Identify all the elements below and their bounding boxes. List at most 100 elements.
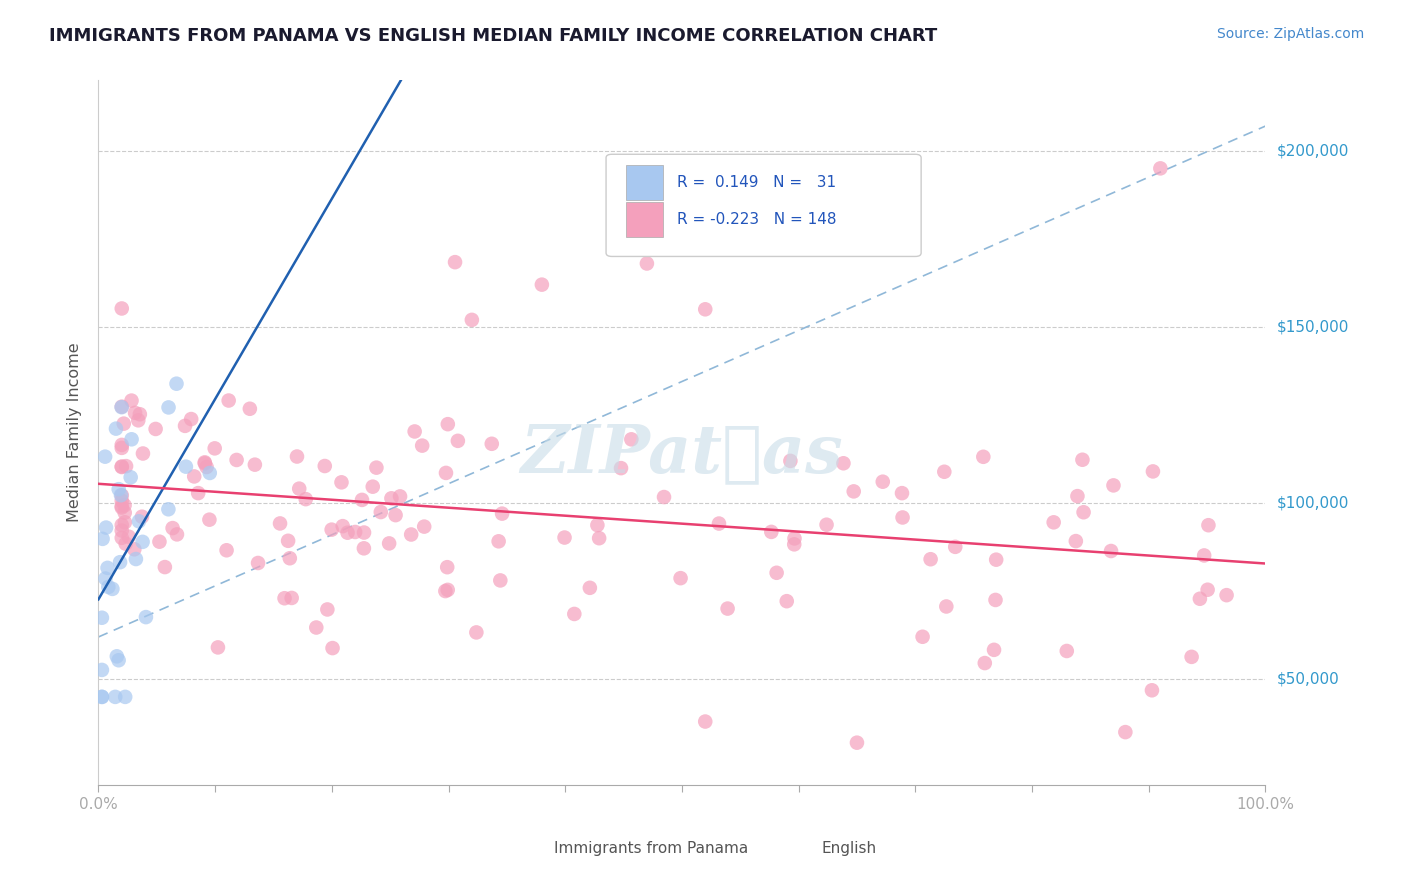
Point [94,450,117,464]
Point [207,640,229,655]
Point [1192,549,1215,563]
Point [891,510,914,524]
Point [413,519,436,533]
Point [114,690,136,704]
Point [444,255,467,269]
Point [370,505,392,519]
Point [225,453,247,467]
Point [124,406,146,420]
Point [846,736,869,750]
Point [1114,725,1136,739]
Point [1073,505,1095,519]
Point [554,531,576,545]
Point [350,492,373,507]
Point [174,418,197,433]
Point [652,490,675,504]
Point [761,524,783,539]
Text: English: English [823,841,877,856]
Point [194,455,217,469]
Point [1188,591,1211,606]
Point [198,466,221,480]
Point [104,422,127,436]
Point [195,460,218,475]
Point [204,442,226,456]
Point [461,313,484,327]
Point [90,611,112,625]
Point [198,513,221,527]
Point [330,475,353,490]
Point [107,653,129,667]
Point [218,393,240,408]
Point [361,480,384,494]
Point [489,574,512,588]
Point [112,417,135,431]
Point [1142,464,1164,478]
Point [124,542,146,557]
Text: $200,000: $200,000 [1277,144,1348,158]
Point [378,536,401,550]
Text: IMMIGRANTS FROM PANAMA VS ENGLISH MEDIAN FAMILY INCOME CORRELATION CHART: IMMIGRANTS FROM PANAMA VS ENGLISH MEDIAN… [49,27,938,45]
Point [183,469,205,483]
Point [322,641,344,656]
Point [239,401,262,416]
Point [111,441,134,455]
Point [115,459,138,474]
Point [111,301,134,316]
Point [243,458,266,472]
Point [1215,588,1237,602]
Point [911,630,934,644]
Point [669,571,692,585]
Point [436,582,458,597]
Point [110,488,132,502]
Point [174,459,197,474]
Point [114,536,136,550]
Point [166,376,188,391]
Point [305,620,328,634]
Point [336,525,359,540]
Point [984,593,1007,607]
Point [105,649,128,664]
Point [110,400,132,414]
Point [194,456,217,470]
Point [120,470,142,484]
Point [815,517,838,532]
Point [111,459,134,474]
Point [111,500,134,515]
Point [695,714,717,729]
Y-axis label: Median Family Income: Median Family Income [67,343,83,523]
Point [610,461,633,475]
Point [399,527,422,541]
Point [111,531,134,545]
Point [579,581,602,595]
Point [111,518,134,533]
Point [153,560,176,574]
Point [127,413,149,427]
Point [114,506,136,520]
Text: R = -0.223   N = 148: R = -0.223 N = 148 [678,212,837,227]
Point [562,607,585,621]
Text: Immigrants from Panama: Immigrants from Panama [554,841,748,856]
Point [1140,683,1163,698]
Point [162,521,184,535]
Point [332,519,354,533]
Point [157,401,180,415]
Point [96,561,118,575]
Point [436,560,458,574]
Point [434,584,457,599]
Point [101,582,124,596]
Point [157,502,180,516]
Point [404,425,426,439]
Point [90,690,112,704]
Point [278,551,301,566]
Point [765,566,787,580]
Point [148,534,170,549]
Point [132,446,155,460]
Point [121,393,143,408]
Point [114,516,136,530]
Point [269,516,291,531]
Point [783,532,806,546]
Point [288,482,311,496]
Point [180,412,202,426]
Point [832,456,855,470]
Point [166,527,188,541]
